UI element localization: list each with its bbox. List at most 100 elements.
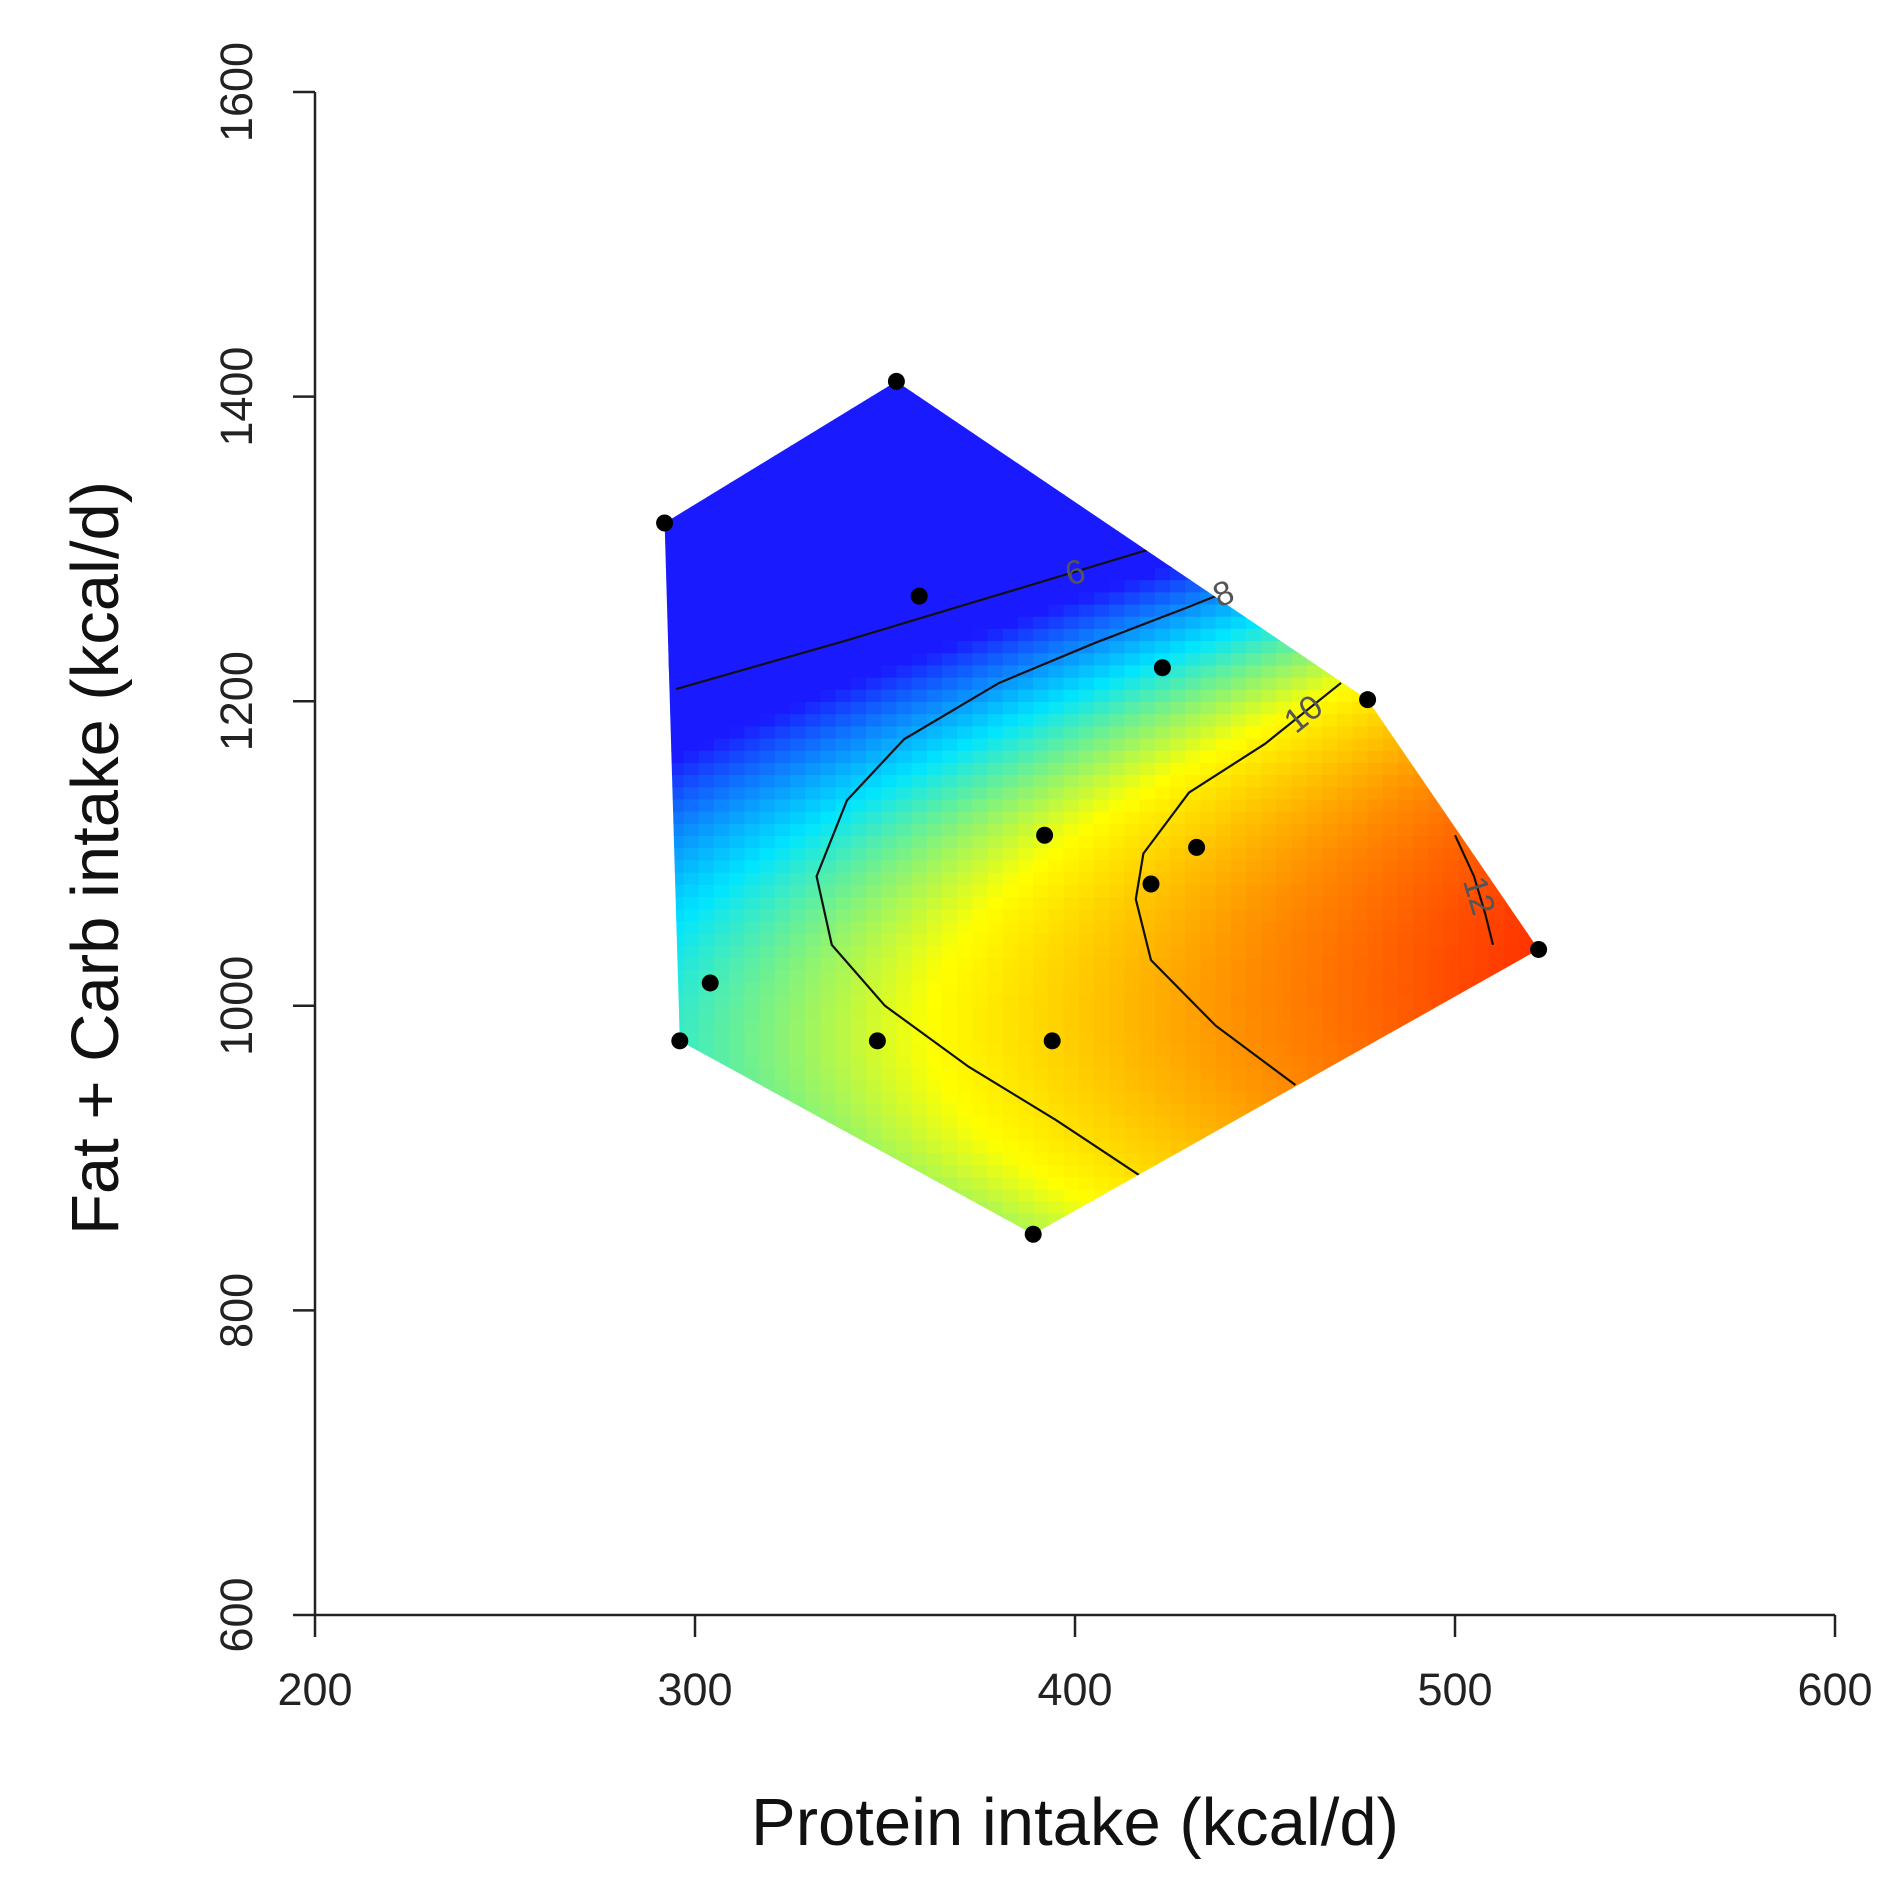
surface-cell [668, 579, 685, 593]
surface-cell [759, 883, 776, 897]
surface-cell [835, 981, 852, 995]
surface-cell [1276, 835, 1293, 849]
surface-cell [1367, 786, 1384, 800]
surface-cell [1018, 591, 1034, 605]
surface-cell [1170, 883, 1186, 897]
surface-cell [957, 835, 974, 849]
surface-cell [1078, 1066, 1095, 1080]
surface-cell [744, 518, 761, 532]
surface-cell [1474, 823, 1490, 837]
surface-cell [1382, 957, 1399, 971]
surface-cell [1109, 1237, 1125, 1250]
surface-cell [1200, 1030, 1217, 1044]
surface-cell [1215, 896, 1232, 910]
surface-cell [1382, 640, 1399, 654]
surface-cell [1094, 981, 1110, 995]
surface-cell [1504, 445, 1521, 459]
surface-cell [1367, 408, 1384, 422]
surface-cell [835, 957, 852, 971]
surface-cell [1352, 981, 1369, 995]
surface-cell [638, 445, 654, 458]
surface-cell [1534, 506, 1539, 520]
surface-cell [714, 1054, 730, 1068]
surface-cell [866, 1115, 882, 1129]
surface-cell [1154, 640, 1171, 654]
surface-cell [1094, 810, 1110, 824]
surface-cell [1215, 835, 1232, 849]
surface-cell [1504, 1139, 1521, 1153]
surface-cell [926, 628, 943, 642]
surface-cell [1367, 1152, 1384, 1165]
surface-cell [1443, 1091, 1460, 1105]
surface-cell [1185, 542, 1202, 556]
surface-cell [1458, 762, 1475, 776]
surface-cell [1367, 615, 1384, 629]
surface-cell [805, 969, 822, 983]
surface-cell [1261, 554, 1278, 568]
surface-cell [835, 457, 852, 471]
surface-cell [911, 1054, 928, 1068]
surface-cell [790, 786, 806, 800]
surface-cell [1002, 786, 1019, 800]
surface-cell [699, 360, 715, 373]
surface-cell [1306, 1078, 1323, 1092]
surface-cell [1018, 810, 1034, 824]
surface-cell [774, 664, 791, 678]
surface-cell [1306, 1091, 1323, 1105]
surface-cell [1261, 713, 1278, 727]
surface-cell [972, 1188, 989, 1202]
surface-cell [1003, 360, 1019, 373]
surface-cell [1565, 1237, 1581, 1250]
surface-cell [1337, 713, 1354, 727]
surface-cell [683, 1127, 700, 1141]
surface-cell [1382, 652, 1399, 666]
surface-cell [1413, 737, 1430, 751]
surface-cell [1352, 408, 1369, 422]
surface-cell [1413, 1030, 1430, 1044]
surface-cell [942, 883, 958, 897]
surface-cell [714, 798, 730, 812]
surface-cell [729, 920, 746, 934]
surface-cell [1489, 713, 1506, 727]
surface-cell [1109, 481, 1126, 495]
surface-cell [1337, 1091, 1354, 1105]
surface-cell [820, 1078, 837, 1092]
surface-cell [1078, 469, 1095, 483]
surface-cell [1504, 1176, 1521, 1190]
surface-cell [664, 944, 670, 958]
surface-cell [942, 1176, 958, 1190]
surface-cell [729, 908, 746, 922]
surface-cell [714, 469, 730, 483]
surface-cell [1550, 628, 1566, 641]
surface-cell [911, 1225, 928, 1235]
surface-cell [866, 896, 882, 910]
surface-cell [1352, 1139, 1369, 1153]
surface-cell [759, 835, 776, 849]
surface-cell [1078, 1091, 1095, 1105]
surface-cell [1534, 554, 1539, 568]
surface-cell [1154, 969, 1171, 983]
surface-cell [1018, 506, 1034, 520]
surface-cell [1154, 518, 1171, 532]
surface-cell [1048, 530, 1065, 544]
surface-cell [1276, 420, 1293, 434]
surface-cell [1124, 1139, 1141, 1153]
surface-cell [664, 1017, 670, 1031]
surface-cell [1185, 1237, 1201, 1250]
surface-cell [1322, 871, 1338, 885]
surface-cell [926, 518, 943, 532]
surface-cell [1154, 1200, 1171, 1214]
surface-cell [1048, 1054, 1065, 1068]
surface-cell [942, 396, 958, 410]
surface-cell [1352, 1225, 1369, 1235]
surface-cell [1322, 883, 1338, 897]
data-point [1142, 875, 1160, 893]
surface-cell [698, 1103, 715, 1117]
surface-cell [866, 823, 882, 837]
surface-cell [698, 554, 715, 568]
x-axis-title: Protein intake (kcal/d) [751, 1785, 1399, 1860]
surface-cell [1002, 664, 1019, 678]
surface-cell [729, 847, 746, 861]
surface-cell [987, 615, 1004, 629]
surface-cell [850, 542, 867, 556]
